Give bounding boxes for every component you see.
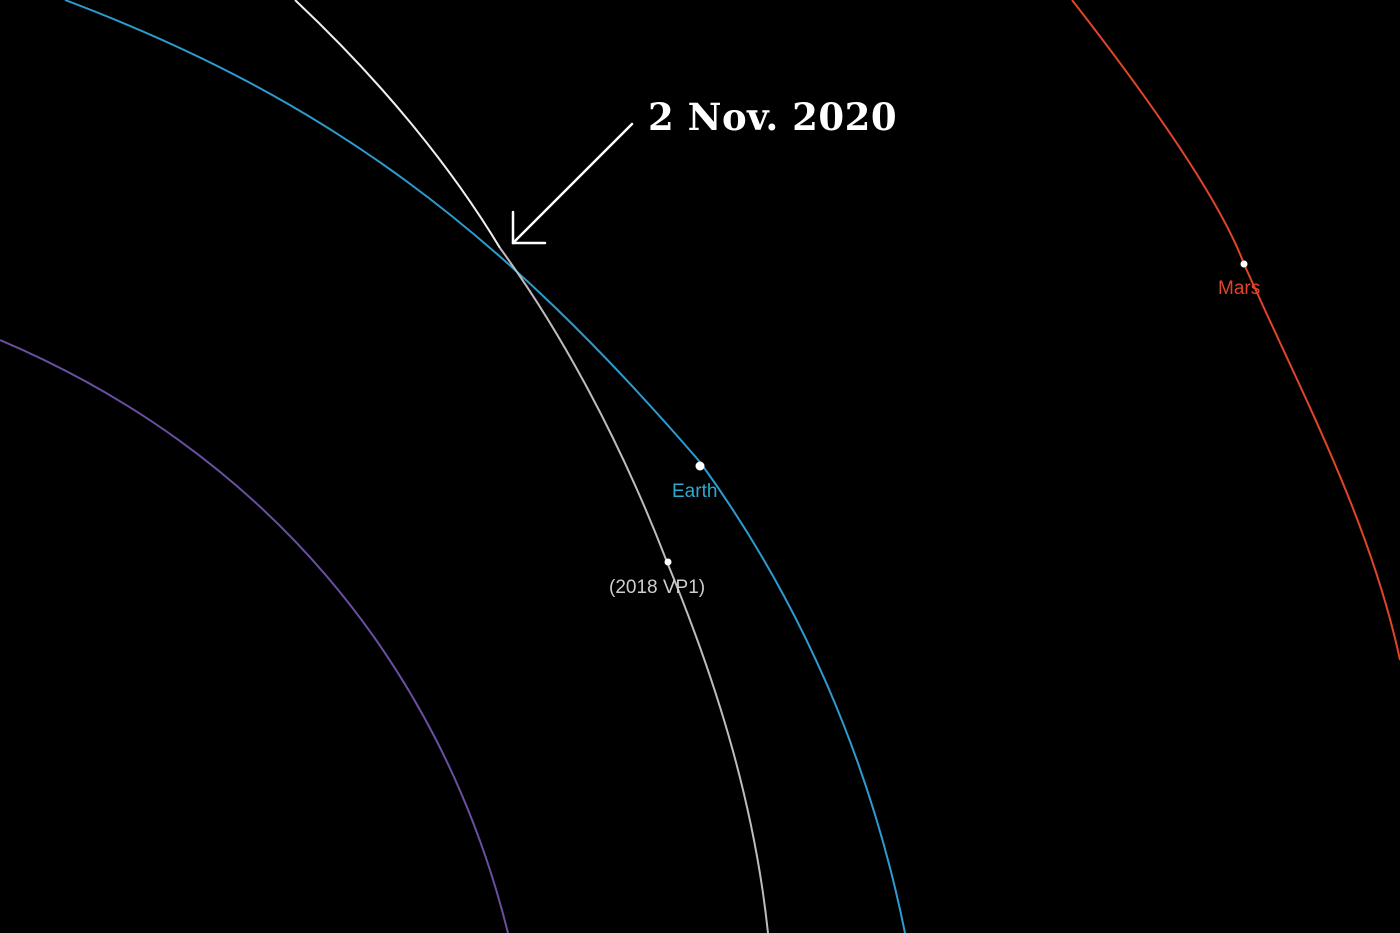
date-annotation: 2 Nov. 2020 (648, 95, 897, 139)
date-arrow (511, 122, 634, 245)
mars-marker (1240, 260, 1248, 268)
mars-orbit-path (1071, 0, 1400, 661)
asteroid-label: (2018 VP1) (609, 577, 705, 598)
inner-orbit-path (0, 339, 509, 933)
earth-orbit-path (64, 0, 906, 933)
earth-label: Earth (672, 481, 717, 502)
asteroid-marker (664, 558, 672, 566)
asteroid-orbit-path-upper (294, 0, 501, 249)
earth-marker (695, 461, 705, 471)
mars-label: Mars (1218, 278, 1260, 299)
